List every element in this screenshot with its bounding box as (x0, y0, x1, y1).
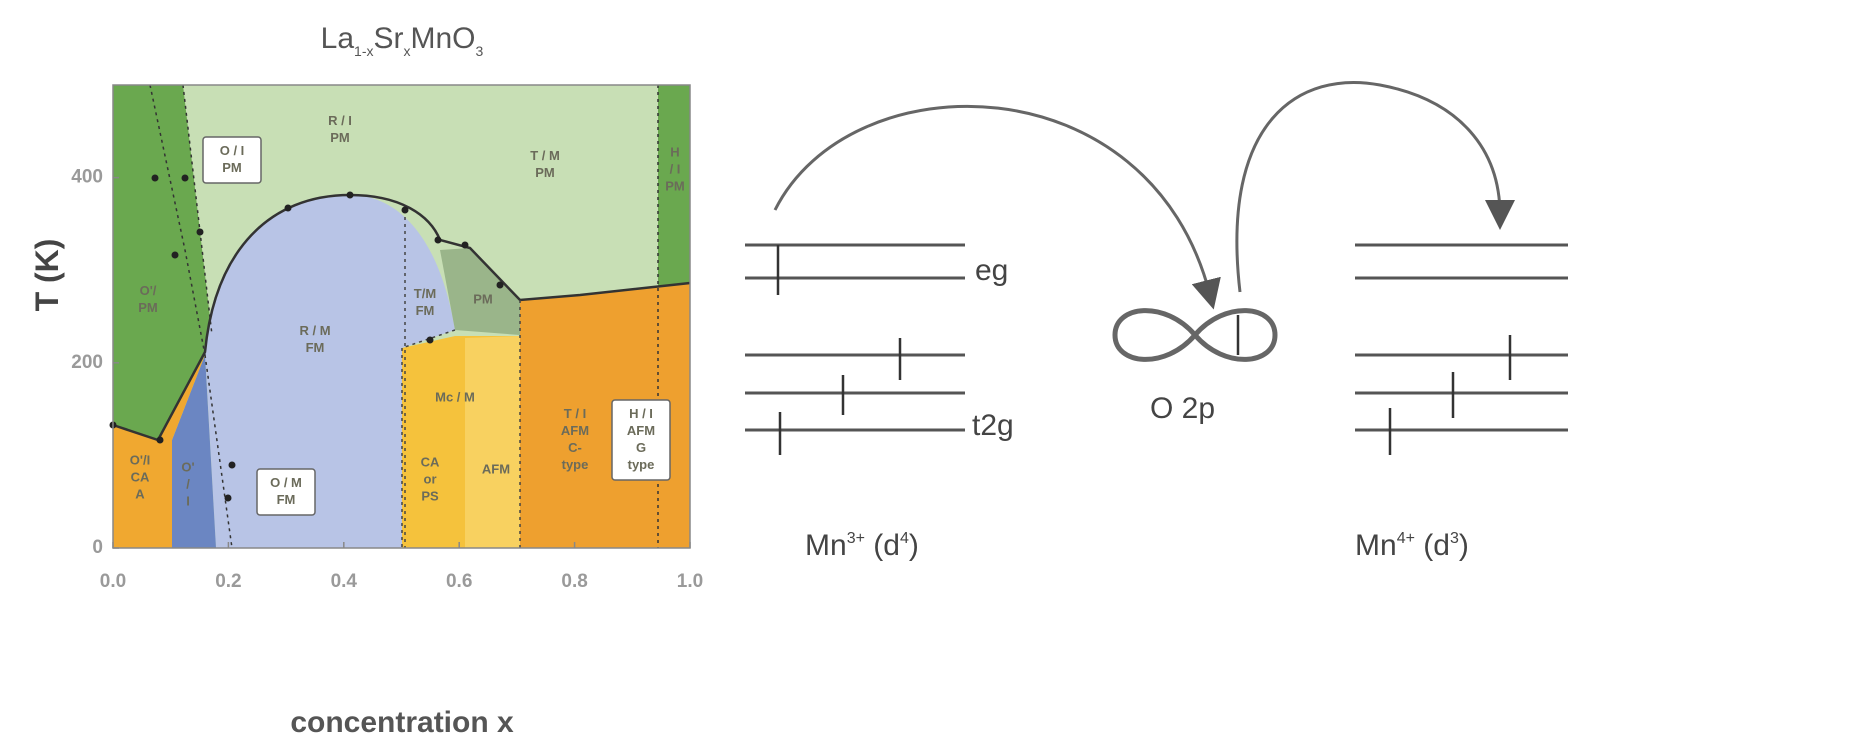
title-sub: 1-x (354, 43, 373, 59)
region-label: PM (665, 178, 685, 193)
ion-label: Mn3+ (d4) (805, 529, 919, 562)
x-tick-label: 0.2 (215, 571, 241, 592)
ion-part: (d (865, 529, 900, 562)
region-label: T / M (530, 148, 560, 163)
region-label: Mc / M (435, 389, 475, 404)
x-tick-label: 1.0 (677, 571, 703, 592)
region-label: O'/ (140, 283, 157, 298)
region-label: PM (222, 160, 242, 175)
region-label: H / I (629, 406, 653, 421)
hop-arrow (1237, 82, 1500, 292)
ion-part: Mn (805, 529, 847, 562)
region-label: A (135, 486, 145, 501)
title-sub: 3 (476, 43, 484, 59)
ion-sup: 3+ (847, 530, 865, 547)
region-label: PM (138, 300, 158, 315)
t2g-label: t2g (972, 409, 1014, 442)
phase-regions (110, 85, 691, 548)
title-sub: x (404, 43, 411, 59)
region-label: O / I (220, 143, 245, 158)
region-label: PM (330, 130, 350, 145)
region-label: O' (181, 459, 194, 474)
x-tick-label: 0.0 (100, 571, 126, 592)
region-yellow-light (465, 336, 520, 548)
region-label: T / I (564, 406, 586, 421)
region-label: FM (416, 303, 435, 318)
o2p-orbital (1115, 311, 1275, 360)
region-label: FM (306, 340, 325, 355)
levels-right (1355, 245, 1568, 455)
ion-sup: 4+ (1397, 530, 1415, 547)
region-label: type (628, 457, 655, 472)
x-tick-label: 0.6 (446, 571, 472, 592)
region-label: I (186, 493, 190, 508)
ion-label: Mn4+ (d3) (1355, 529, 1469, 562)
title-part: Sr (374, 22, 404, 55)
region-label: O / M (270, 475, 302, 490)
region-label: or (424, 471, 437, 486)
region-label: type (562, 457, 589, 472)
y-tick-label: 200 (71, 352, 103, 373)
region-label: PM (473, 291, 493, 306)
levels-left (745, 245, 965, 455)
region-label: T/M (414, 286, 436, 301)
y-tick-label: 0 (92, 537, 103, 558)
region-label: O'/I (130, 452, 150, 467)
x-axis-label: concentration x (290, 706, 514, 739)
orbital-label: O 2p (1150, 392, 1215, 425)
region-label: R / I (328, 113, 352, 128)
region-label: PM (535, 165, 555, 180)
x-tick-label: 0.4 (331, 571, 358, 592)
region-label: C- (568, 440, 582, 455)
ion-sup: 3 (1450, 530, 1459, 547)
region-label: AFM (627, 423, 655, 438)
region-label: CA (131, 469, 150, 484)
y-tick-label: 400 (71, 167, 103, 188)
title-part: MnO (411, 22, 476, 55)
y-axis-label: T (K) (29, 239, 65, 312)
region-label: H (670, 144, 679, 159)
x-tick-label: 0.8 (561, 571, 587, 592)
region-label: FM (277, 492, 296, 507)
region-label: AFM (482, 461, 510, 476)
title-part: La (321, 22, 355, 55)
chart-title: La1-xSrxMnO3 (321, 22, 484, 59)
region-label: PS (421, 488, 439, 503)
ion-part: (d (1415, 529, 1450, 562)
ion-part: ) (1459, 529, 1469, 562)
region-label: / I (670, 161, 681, 176)
region-label: R / M (299, 323, 330, 338)
eg-label: eg (975, 254, 1008, 287)
region-label: / (186, 476, 190, 491)
region-label: G (636, 440, 646, 455)
region-label: AFM (561, 423, 589, 438)
region-label: CA (421, 454, 440, 469)
ion-part: Mn (1355, 529, 1397, 562)
figure: R / IPMT / MPMO'/PMO / IPMR / MFMT/MFMPM… (0, 0, 1855, 748)
ion-part: ) (909, 529, 919, 562)
ion-sup: 4 (900, 530, 909, 547)
